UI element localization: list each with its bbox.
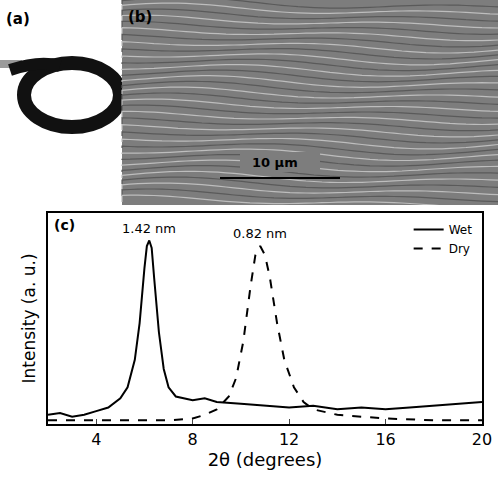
svg-text:10 μm: 10 μm (252, 155, 298, 170)
svg-text:2θ (degrees): 2θ (degrees) (208, 449, 323, 470)
svg-text:Intensity (a. u.): Intensity (a. u.) (19, 253, 39, 383)
svg-text:(b): (b) (128, 8, 152, 26)
svg-text:12: 12 (279, 430, 299, 449)
svg-text:4: 4 (91, 430, 101, 449)
svg-text:8: 8 (188, 430, 198, 449)
svg-text:16: 16 (375, 430, 395, 449)
svg-text:20: 20 (472, 430, 492, 449)
svg-text:(c): (c) (54, 217, 75, 233)
svg-text:(a): (a) (6, 10, 30, 28)
svg-text:Wet: Wet (449, 223, 473, 237)
svg-text:1.42 nm: 1.42 nm (122, 221, 176, 236)
svg-text:0.82 nm: 0.82 nm (233, 226, 287, 241)
svg-text:Dry: Dry (449, 242, 470, 256)
